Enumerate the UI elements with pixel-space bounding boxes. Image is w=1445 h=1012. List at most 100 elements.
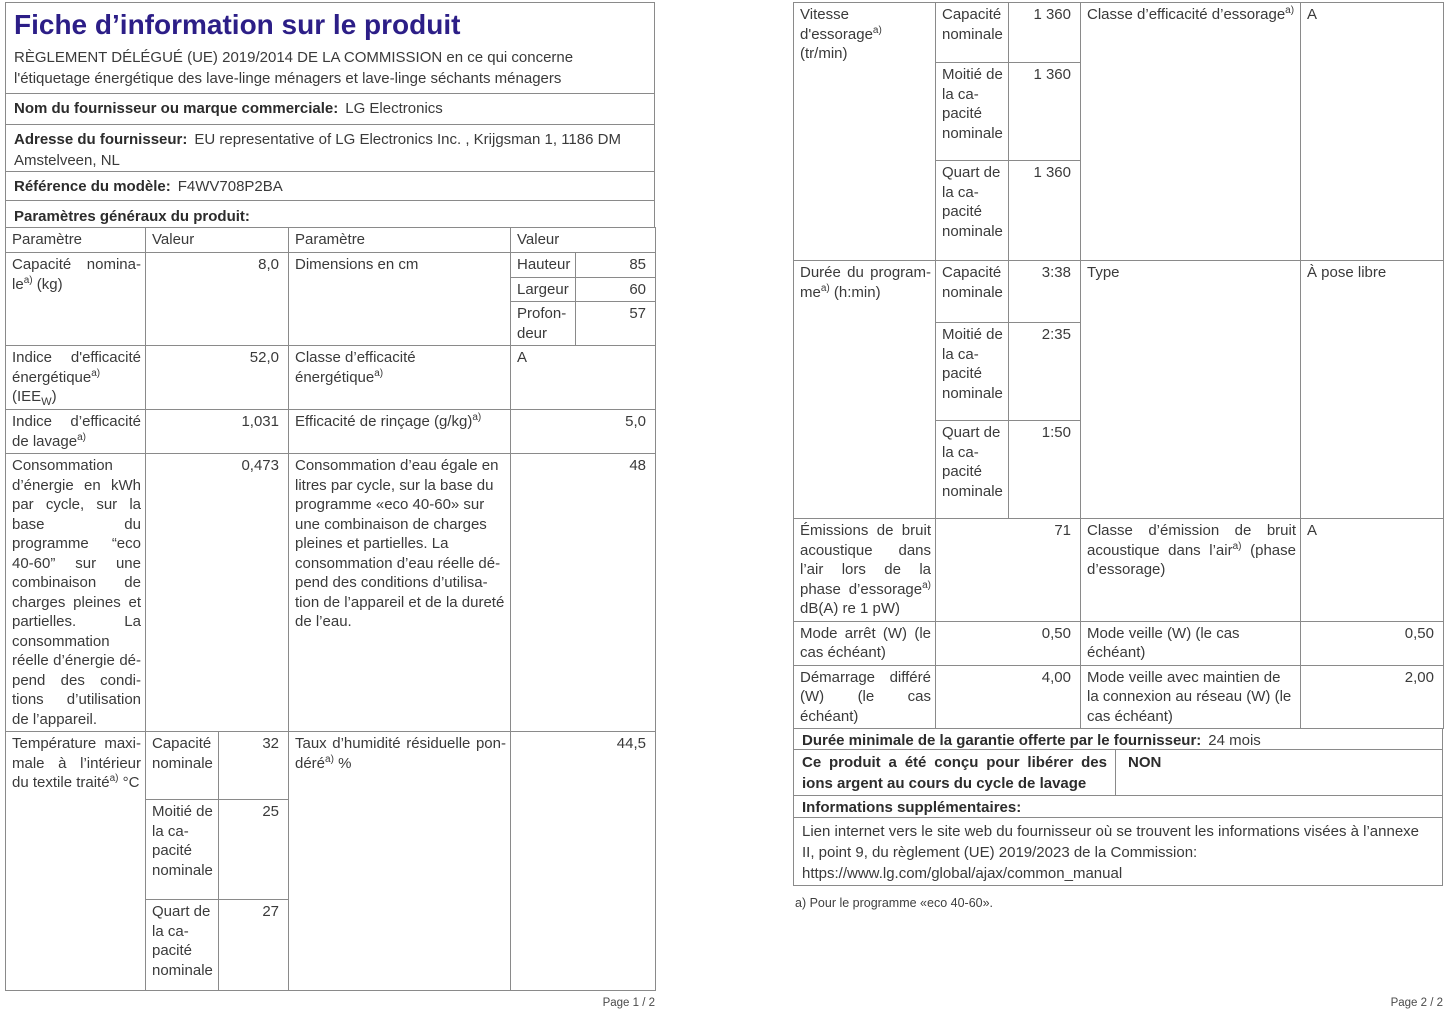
table-row: Durée du program­mea) (h:min) Capaci­té … — [793, 260, 1444, 519]
model-reference-label: Référence du modèle: — [14, 178, 171, 195]
page-2: Vitesse d'essoragea) (tr/min) Capaci­té … — [793, 2, 1444, 910]
param-value-off-mode: 0,50 — [935, 620, 1081, 666]
silver-ions-label: Ce produit a été conçu pour libérer des … — [794, 750, 1116, 795]
dimension-value-depth: 57 — [575, 301, 656, 346]
param-value-spin-class: A — [1300, 2, 1444, 261]
sub-label-half-capacity: Moitié de la ca­pacité nomi­nale — [935, 322, 1009, 421]
param-value-wash-index: 1,031 — [145, 409, 289, 454]
column-header-parametre: Paramètre — [5, 227, 146, 253]
table-row: Indice d'efficaci­té énergétiquea) (IEEW… — [5, 345, 656, 410]
param-label-programme-duration: Durée du program­mea) (h:min) — [793, 260, 936, 519]
model-reference-row: Référence du modèle: F4WV708P2BA — [5, 171, 655, 201]
sub-value-quarter-capacity: 1 360 — [1008, 160, 1081, 261]
sub-label-quarter-capacity: Quart de la ca­pacité nomi­nale — [935, 420, 1009, 519]
general-parameters-table: Paramètre Valeur Paramètre Valeur Capaci… — [5, 227, 656, 991]
sub-value-rated-capacity: 3:38 — [1008, 260, 1081, 323]
dimension-label-width: Largeur — [510, 276, 576, 302]
param-label-wash-index: Indice d’efficacité de lavagea) — [5, 409, 146, 454]
table-row: Moitié de la ca­pacité nomi­nale 25 — [6, 799, 656, 900]
param-label-water-consumption: Consommation d’eau égale en litres par c… — [288, 453, 511, 732]
page-1: Fiche d’information sur le produit RÈGLE… — [5, 2, 656, 991]
param-label-spin-speed: Vitesse d'essoragea) (tr/min) — [793, 2, 936, 261]
dimension-label-height: Hauteur — [510, 252, 576, 278]
table-row: Moitié de la ca­pacité nomi­nale 1 360 — [794, 62, 1444, 161]
param-value-noise-class: A — [1300, 518, 1444, 622]
param-label-type: Type — [1080, 260, 1301, 519]
sub-label-half-capacity: Moitié de la ca­pacité nomi­nale — [935, 62, 1009, 161]
param-label-networked-standby: Mode veille avec maintien de la connexio… — [1080, 664, 1301, 729]
supplier-address-row: Adresse du fournisseur: EU representative… — [5, 124, 655, 172]
page-number-1: Page 1 / 2 — [602, 997, 655, 1009]
table-row: Température maxi­male à l’intérieur du t… — [5, 731, 656, 991]
param-value-energy-class: A — [510, 345, 656, 410]
param-label-delayed-start: Démarrage différé (W) (le cas échéant) — [793, 664, 936, 729]
sub-value-half-capacity: 1 360 — [1008, 62, 1081, 161]
param-value-water-consumption: 48 — [510, 453, 656, 732]
table-header-row: Paramètre Valeur Paramètre Valeur — [5, 227, 656, 253]
sub-label-rated-capacity: Capaci­té nomi­nale — [145, 731, 219, 800]
table-row: Démarrage différé (W) (le cas échéant) 4… — [793, 664, 1444, 729]
table-row: Mode arrêt (W) (le cas échéant) 0,50 Mod… — [793, 620, 1444, 666]
dimension-label-depth: Profon­deur — [510, 301, 576, 346]
column-header-valeur: Valeur — [145, 227, 289, 253]
warranty-value: 24 mois — [1208, 732, 1261, 749]
param-value-residual-humidity: 44,5 — [510, 731, 656, 991]
supplier-address-value: EU representative of LG Electronics Inc.… — [14, 131, 621, 169]
silver-ions-row: Ce produit a été conçu pour libérer des … — [793, 749, 1443, 796]
param-label-noise: Émissions de bruit acoustique dans l’air… — [793, 518, 936, 622]
supplier-address-label: Adresse du fournisseur: — [14, 131, 188, 148]
table-row: Quart de la ca­pacité nomi­nale 1:50 — [794, 420, 1444, 519]
document-title: Fiche d’information sur le produit — [14, 9, 461, 40]
dimension-value-height: 85 — [575, 252, 656, 278]
supplier-link-label: Lien internet vers le site web du fourni… — [802, 823, 1419, 861]
param-value-capacity: 8,0 — [145, 252, 289, 346]
sub-value-rated-capacity: 1 360 — [1008, 2, 1081, 63]
table-row: Vitesse d'essoragea) (tr/min) Capaci­té … — [793, 2, 1444, 261]
sub-label-rated-capacity: Capaci­té nomi­nale — [935, 260, 1009, 323]
param-label-rinse: Efficacité de rinçage (g/kg)a) — [288, 409, 511, 454]
param-label-dimensions: Dimensions en cm — [288, 252, 511, 346]
sub-value-half-capacity: 2:35 — [1008, 322, 1081, 421]
param-value-networked-standby: 2,00 — [1300, 664, 1444, 729]
param-value-noise: 71 — [935, 518, 1081, 622]
param-label-eei: Indice d'efficaci­té énergétiquea) (IEEW… — [5, 345, 146, 410]
sub-label-quarter-capacity: Quart de la ca­pacité nomi­nale — [935, 160, 1009, 261]
table-row: Capacité nomina­lea) (kg) 8,0 Dimensions… — [5, 252, 656, 346]
supplier-link-row: Lien internet vers le site web du fourni… — [793, 817, 1443, 886]
table-row: Émissions de bruit acoustique dans l’air… — [793, 518, 1444, 622]
sub-value-quarter-capacity: 1:50 — [1008, 420, 1081, 519]
param-label-spin-class: Classe d’efficacité d’essoragea) — [1080, 2, 1301, 261]
supplier-name-row: Nom du fournisseur ou marque commerciale… — [5, 93, 655, 125]
param-label-energy-class: Classe d’efficacité énergétiquea) — [288, 345, 511, 410]
dimension-value-width: 60 — [575, 276, 656, 302]
param-value-rinse: 5,0 — [510, 409, 656, 454]
param-value-eei: 52,0 — [145, 345, 289, 410]
sub-value-rated-capacity: 32 — [218, 731, 289, 800]
table-row: Consommation d’énergie en kWh par cycle,… — [5, 453, 656, 732]
param-label-residual-humidity: Taux d’humidité résiduelle pon­déréa) % — [288, 731, 511, 991]
sub-value-half-capacity: 25 — [218, 799, 289, 900]
sub-label-half-capacity: Moitié de la ca­pacité nomi­nale — [145, 799, 219, 900]
table-row: Quart de la ca­pacité nomi­nale 27 — [6, 899, 656, 991]
table-row: Profon­deur 57 — [6, 301, 656, 346]
table-row: Indice d’efficacité de lavagea) 1,031 Ef… — [5, 409, 656, 454]
column-header-parametre: Paramètre — [288, 227, 511, 253]
supplier-name-value: LG Electronics — [345, 100, 443, 117]
param-label-capacity: Capacité nomina­lea) (kg) — [5, 252, 146, 346]
page-number-2: Page 2 / 2 — [1390, 997, 1443, 1009]
column-header-valeur: Valeur — [510, 227, 656, 253]
warranty-row: Durée minimale de la garantie offerte pa… — [793, 728, 1443, 750]
param-value-standby: 0,50 — [1300, 620, 1444, 666]
supplier-name-label: Nom du fournisseur ou marque commerciale… — [14, 100, 339, 117]
param-value-delayed-start: 4,00 — [935, 664, 1081, 729]
sub-label-rated-capacity: Capaci­té nomi­nale — [935, 2, 1009, 63]
parameters-table-page2: Vitesse d'essoragea) (tr/min) Capaci­té … — [793, 2, 1444, 729]
warranty-label: Durée minimale de la garantie offerte pa… — [802, 732, 1202, 749]
additional-info-heading: Informations supplémentaires: — [793, 795, 1443, 818]
param-label-off-mode: Mode arrêt (W) (le cas échéant) — [793, 620, 936, 666]
param-value-energy-consumption: 0,473 — [145, 453, 289, 732]
silver-ions-value: NON — [1128, 754, 1162, 771]
param-value-type: À pose libre — [1300, 260, 1444, 519]
table-row: Moitié de la ca­pacité nomi­nale 2:35 — [794, 322, 1444, 421]
